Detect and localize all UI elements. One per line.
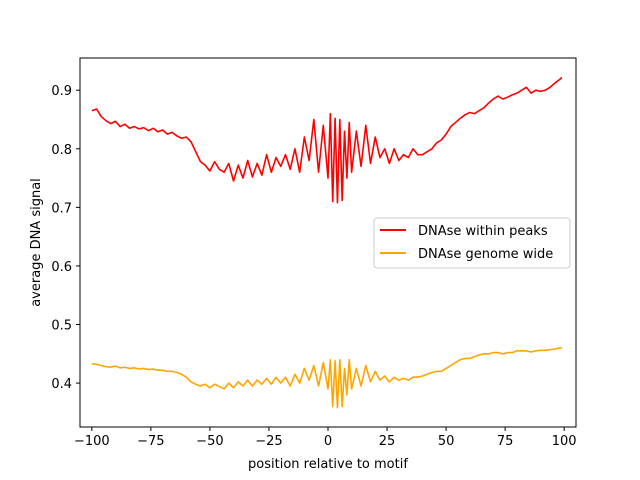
y-tick-label: 0.9 (51, 84, 72, 99)
plot-series (91, 76, 563, 409)
x-tick-label: 0 (324, 434, 332, 449)
y-tick-label: 0.7 (51, 201, 72, 216)
legend-label-dnase-genome-wide: DNAse genome wide (418, 247, 553, 262)
x-tick-label: −25 (255, 434, 282, 449)
series-line-dnase-genome-wide (91, 347, 562, 409)
legend: DNAse within peaks DNAse genome wide (373, 217, 571, 269)
y-axis-label: average DNA signal (29, 178, 44, 307)
x-tick-label: 75 (497, 434, 514, 449)
y-tick-label: 0.6 (51, 260, 72, 275)
y-tick-label: 0.8 (51, 143, 72, 158)
y-axis-ticks: 0.4 0.5 0.6 0.7 0.8 0.9 (51, 84, 80, 392)
x-tick-label: −50 (196, 434, 223, 449)
x-tick-label: −75 (137, 434, 164, 449)
legend-box (373, 217, 571, 269)
legend-label-dnase-within-peaks: DNAse within peaks (418, 224, 548, 239)
x-tick-label: −100 (74, 434, 110, 449)
x-axis-ticks: −100 −75 −50 −25 0 25 50 75 100 (74, 427, 577, 449)
x-tick-label: 50 (438, 434, 455, 449)
x-tick-label: 100 (552, 434, 577, 449)
y-tick-label: 0.5 (51, 319, 72, 334)
y-tick-label: 0.4 (51, 377, 72, 392)
x-tick-label: 25 (379, 434, 396, 449)
series-line-dnase-within-peaks (91, 76, 563, 204)
x-axis-label: position relative to motif (248, 457, 408, 472)
